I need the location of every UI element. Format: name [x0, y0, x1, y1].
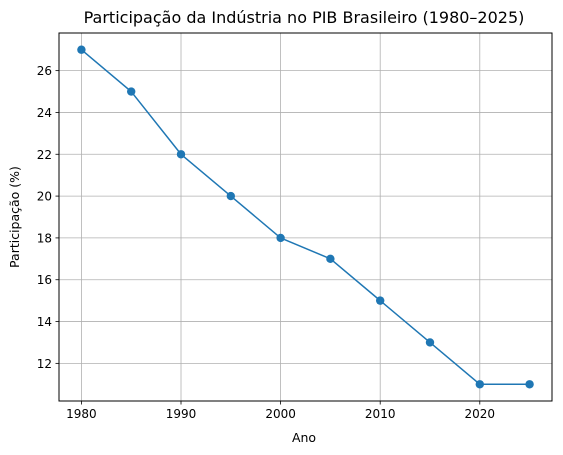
data-point: [276, 233, 285, 243]
series-group: [77, 45, 534, 389]
x-axis-label: Ano: [292, 430, 316, 445]
plot-area-frame: [58, 32, 553, 402]
y-tick-label: 26: [37, 64, 52, 78]
data-point: [226, 191, 236, 201]
data-point: [77, 45, 86, 54]
y-tick-label: 16: [37, 273, 52, 287]
x-tick-label: 1990: [166, 407, 197, 421]
grid: [59, 33, 552, 401]
data-point: [475, 380, 484, 389]
data-point: [525, 380, 534, 389]
x-tick-label: 2020: [465, 407, 496, 421]
x-tick-label: 1980: [66, 407, 97, 421]
y-tick-label: 24: [37, 106, 52, 120]
data-point: [127, 87, 136, 96]
data-point: [375, 296, 385, 305]
data-point: [425, 338, 435, 347]
data-point: [326, 254, 335, 264]
data-point: [176, 150, 186, 159]
y-tick-label: 20: [37, 190, 52, 204]
chart-title: Participação da Indústria no PIB Brasile…: [84, 8, 525, 27]
y-tick-label: 22: [37, 148, 52, 162]
y-axis-label: Participação (%): [7, 166, 22, 268]
x-tick-label: 2000: [265, 407, 296, 421]
series-line: [80, 49, 530, 386]
y-tick-label: 12: [37, 357, 52, 371]
x-tick-label: 2010: [365, 407, 396, 421]
y-tick-label: 14: [37, 315, 52, 329]
axis-ticks: 1980 1990 2000 2010 2020 12 14 16 18 20 22 24 26: [37, 64, 495, 421]
y-tick-label: 18: [37, 231, 52, 245]
